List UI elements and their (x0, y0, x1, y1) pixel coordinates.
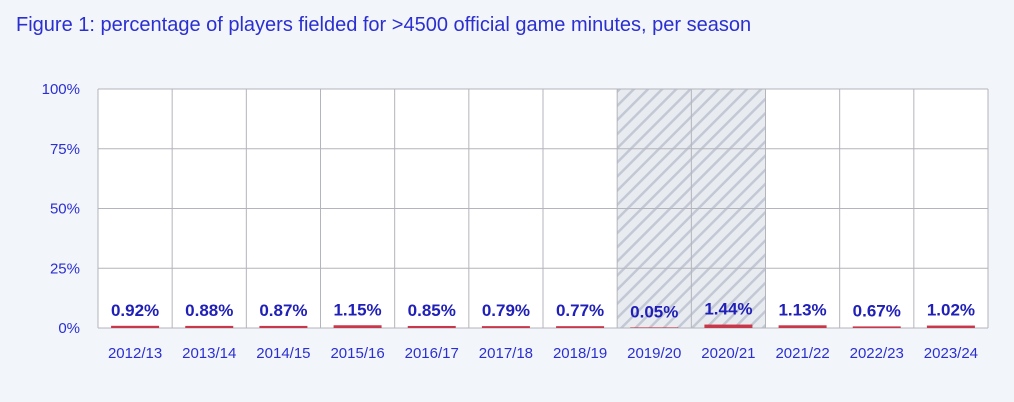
bar (111, 325, 160, 328)
data-label: 0.79% (482, 301, 530, 320)
bar (185, 325, 234, 328)
data-label: 0.87% (259, 301, 307, 320)
chart-title: Figure 1: percentage of players fielded … (16, 14, 752, 36)
data-label: 1.15% (333, 300, 381, 319)
y-tick-label: 100% (42, 81, 80, 98)
x-tick-label: 2016/17 (405, 345, 459, 362)
bar (926, 325, 975, 328)
bar (704, 324, 753, 328)
data-label: 0.85% (408, 301, 456, 320)
data-label: 0.88% (185, 301, 233, 320)
data-label: 0.92% (111, 301, 159, 320)
x-tick-label: 2012/13 (108, 345, 162, 362)
x-tick-label: 2020/21 (701, 345, 755, 362)
x-tick-label: 2023/24 (924, 345, 978, 362)
x-tick-label: 2014/15 (256, 345, 310, 362)
data-label: 1.44% (704, 300, 752, 319)
y-tick-label: 0% (58, 320, 80, 337)
data-label: 1.13% (778, 300, 826, 319)
y-tick-label: 25% (50, 260, 80, 277)
x-tick-label: 2013/14 (182, 345, 236, 362)
bar (778, 325, 827, 328)
x-tick-label: 2015/16 (330, 345, 384, 362)
x-tick-label: 2017/18 (479, 345, 533, 362)
bar (852, 326, 901, 328)
bar (556, 326, 605, 328)
x-tick-label: 2021/22 (775, 345, 829, 362)
data-label: 0.77% (556, 301, 604, 320)
bar (259, 325, 308, 328)
x-tick-label: 2018/19 (553, 345, 607, 362)
data-label: 1.02% (927, 301, 975, 320)
bar (481, 326, 530, 328)
bar (407, 325, 456, 328)
y-tick-label: 75% (50, 141, 80, 158)
bar (630, 327, 679, 328)
y-tick-label: 50% (50, 201, 80, 218)
x-tick-label: 2022/23 (850, 345, 904, 362)
bar (333, 325, 382, 328)
data-label: 0.67% (853, 301, 901, 320)
x-tick-label: 2019/20 (627, 345, 681, 362)
data-label: 0.05% (630, 302, 678, 321)
